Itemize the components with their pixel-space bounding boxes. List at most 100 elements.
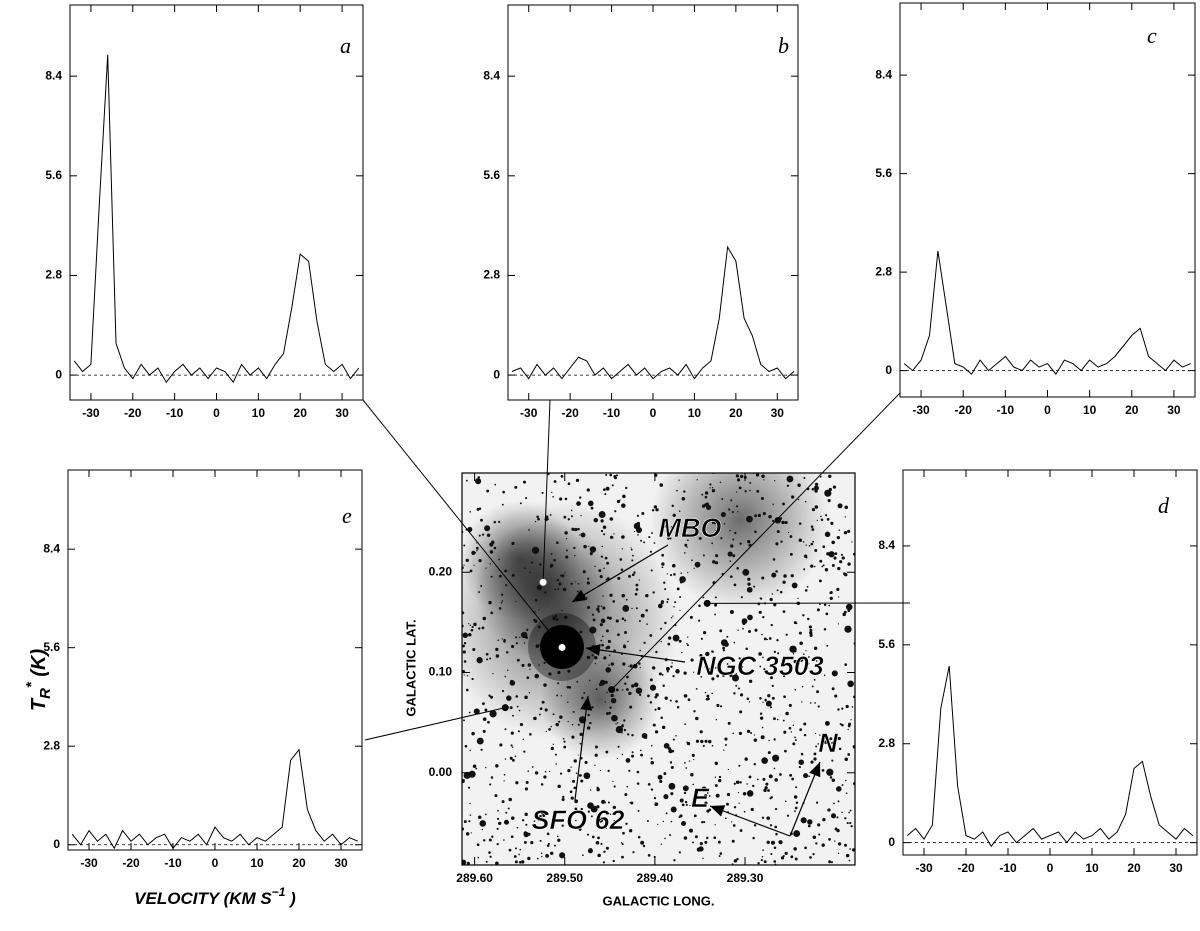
star [844, 817, 846, 819]
star [772, 504, 773, 505]
star [834, 803, 835, 804]
star [501, 600, 503, 602]
star [523, 751, 525, 753]
star [841, 811, 843, 813]
star [464, 642, 466, 644]
star [673, 739, 675, 741]
star [587, 714, 589, 716]
star [600, 623, 603, 626]
star [711, 693, 713, 695]
star [733, 824, 736, 827]
star [610, 517, 614, 521]
star [540, 707, 543, 710]
star [494, 547, 497, 550]
star [850, 810, 852, 812]
star [504, 774, 506, 776]
star [807, 586, 809, 588]
star [604, 801, 606, 803]
star [601, 546, 603, 548]
star [666, 812, 668, 814]
star [724, 737, 727, 740]
x-tick-label: 0 [650, 406, 657, 420]
star [671, 617, 673, 619]
star [740, 475, 743, 478]
star [477, 843, 480, 846]
star [784, 750, 787, 753]
star [622, 662, 625, 665]
x-tick-label: -10 [164, 856, 182, 870]
spectrum-line [74, 55, 359, 382]
star [821, 843, 824, 846]
star [557, 839, 560, 842]
star [551, 553, 553, 555]
star [505, 812, 507, 814]
star [486, 658, 488, 660]
star [520, 723, 523, 726]
star [715, 777, 716, 778]
star [464, 660, 467, 663]
star [514, 855, 517, 858]
y-tick-label: 8.4 [878, 538, 895, 552]
star [476, 657, 482, 663]
star [619, 499, 620, 500]
star [842, 784, 844, 786]
star [624, 683, 626, 685]
star [836, 816, 838, 818]
star [607, 616, 610, 619]
star [523, 739, 524, 740]
star [766, 816, 770, 820]
star [643, 642, 645, 644]
star [847, 729, 848, 730]
star [597, 854, 601, 858]
star [831, 760, 833, 762]
star [596, 841, 600, 845]
star [663, 794, 668, 799]
star [768, 515, 772, 519]
star [480, 519, 483, 522]
star [831, 861, 833, 863]
star [603, 488, 606, 491]
star [638, 662, 641, 665]
star [739, 486, 742, 489]
star [766, 701, 772, 707]
star [849, 860, 851, 862]
star [562, 798, 565, 801]
star [545, 708, 548, 711]
star [723, 749, 724, 750]
star [737, 629, 738, 630]
star [833, 485, 836, 488]
nebula [460, 500, 580, 620]
star [684, 792, 686, 794]
star [548, 518, 549, 519]
star [838, 853, 839, 854]
star [600, 640, 602, 642]
star [606, 579, 608, 581]
star [803, 568, 805, 570]
star [686, 643, 688, 645]
star [511, 683, 513, 685]
star [787, 476, 794, 483]
star [764, 637, 767, 640]
star [828, 475, 831, 478]
star [716, 794, 720, 798]
star [754, 514, 757, 517]
star [612, 781, 613, 782]
y-tick-label: 5.6 [878, 637, 895, 651]
star [601, 555, 603, 557]
star [541, 783, 544, 786]
star [596, 608, 599, 611]
star [686, 804, 688, 806]
star [587, 778, 588, 779]
star [715, 762, 718, 765]
star [686, 547, 687, 548]
star [512, 715, 514, 717]
star [607, 646, 611, 650]
star [826, 769, 833, 776]
star [634, 682, 639, 687]
star [739, 732, 742, 735]
x-tick-label: 10 [250, 856, 264, 870]
star [494, 484, 496, 486]
star [769, 774, 773, 778]
star [763, 479, 764, 480]
